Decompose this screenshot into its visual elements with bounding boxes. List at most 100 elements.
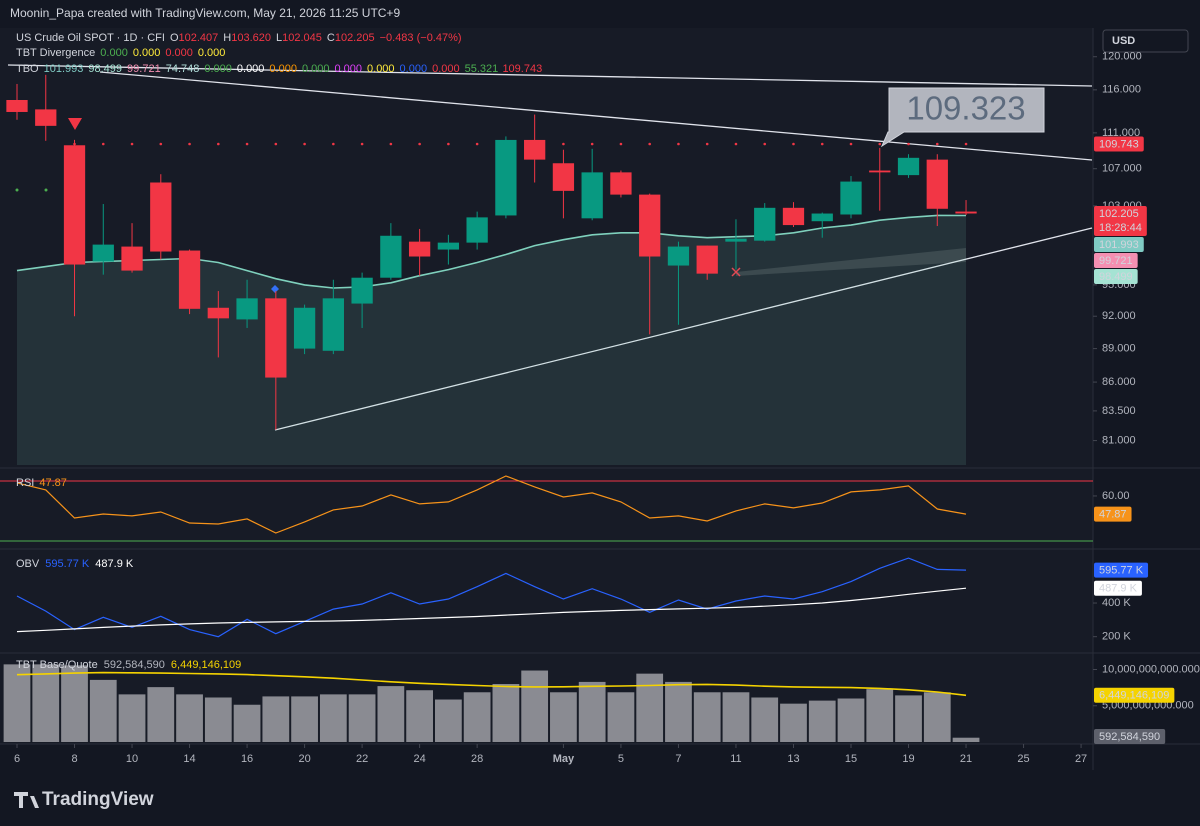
- signal-dot: [447, 142, 450, 146]
- price-tag-label: 109.743: [1099, 138, 1139, 150]
- signal-dot: [907, 142, 910, 146]
- y-tick-label: 83.500: [1102, 405, 1136, 417]
- signal-dot: [648, 142, 651, 146]
- y-tick-label: 60.00: [1102, 490, 1130, 502]
- signal-dot: [562, 142, 565, 146]
- signal-dot: [935, 142, 939, 146]
- legend-item: 0.000: [269, 63, 297, 75]
- legend-item: H: [223, 32, 231, 44]
- price-tag: [1094, 562, 1149, 578]
- candle-body: [466, 217, 488, 243]
- x-tick-label: 24: [413, 753, 425, 765]
- price-tag-label: 101.993: [1099, 239, 1139, 251]
- bar: [895, 695, 922, 742]
- currency[interactable]: USD: [1112, 35, 1135, 47]
- signal-dot: [677, 142, 680, 146]
- signal-triangle: [68, 118, 82, 130]
- signal-dot: [101, 142, 105, 146]
- price-tag: [1094, 252, 1138, 268]
- legend-item: 0.000: [133, 47, 161, 59]
- bar: [32, 664, 60, 742]
- bar: [3, 664, 31, 742]
- legend-item: C: [327, 32, 335, 44]
- signal-dot: [360, 142, 364, 146]
- signal-dot: [964, 142, 968, 146]
- x-tick-label: 14: [183, 753, 195, 765]
- y-tick-label: 200 K: [1102, 631, 1131, 643]
- trend-line: [7, 64, 1093, 87]
- candle-body: [207, 307, 229, 319]
- bar: [147, 687, 175, 742]
- series-line: [16, 475, 967, 534]
- signal-dot: [44, 188, 48, 192]
- signal-dot: [849, 142, 853, 146]
- x-tick-label: 21: [960, 753, 972, 765]
- bar: [693, 692, 721, 742]
- x-tick-label: 7: [675, 753, 681, 765]
- candle-body: [696, 245, 718, 274]
- callout-text: 109.323: [906, 90, 1025, 127]
- legend-item: TBO: [16, 63, 39, 75]
- legend-item: 55.321: [465, 63, 499, 75]
- legend-item: 47.87: [39, 477, 67, 489]
- x-tick-label: 20: [298, 753, 310, 765]
- legend: TBO 101.993 98.499 99.721 74.748 0.000 0.000 0.…: [16, 63, 542, 75]
- candle-body: [322, 298, 344, 351]
- bar: [204, 697, 232, 742]
- price-tag: [1094, 687, 1175, 703]
- price-tag: [1094, 506, 1132, 522]
- candle-body: [524, 139, 546, 160]
- bar: [636, 673, 664, 742]
- bar: [348, 694, 376, 742]
- legend-item: 102.045: [282, 32, 322, 44]
- legend-item: 0.000: [198, 47, 226, 59]
- y-tick-label: 116.000: [1102, 84, 1141, 96]
- bar: [665, 681, 692, 742]
- signal-dot: [188, 142, 191, 146]
- legend-item: 592,584,590: [104, 659, 165, 671]
- signal-dot: [274, 142, 278, 146]
- legend-item: 0.000: [165, 47, 193, 59]
- series-line: [16, 671, 967, 697]
- trend-line: [274, 227, 1093, 431]
- series-line: [16, 587, 967, 633]
- signal-dot: [389, 142, 393, 146]
- bar: [866, 689, 894, 742]
- legend-item: 6,449,146,109: [171, 659, 241, 671]
- legend-item: RSI: [16, 477, 34, 489]
- candle-body: [437, 242, 460, 250]
- candle-body: [178, 250, 201, 309]
- price-tag: [1094, 205, 1147, 236]
- tbo-area: [17, 215, 967, 465]
- legend-item: 98.499: [88, 63, 122, 75]
- signal-dot: [763, 142, 767, 146]
- currency-button[interactable]: [1102, 29, 1189, 53]
- bar: [578, 681, 606, 742]
- x-tick-label: 27: [1075, 753, 1087, 765]
- legend-item: 0.000: [432, 63, 460, 75]
- candle-body: [6, 99, 28, 112]
- legend: RSI 47.87: [16, 477, 67, 489]
- x-tick-label: 10: [126, 753, 138, 765]
- signal-dot: [303, 142, 306, 146]
- y-tick-label: 10,000,000,000.000: [1102, 663, 1200, 675]
- legend-item: L: [276, 32, 282, 44]
- legend-item: TBT Base/Quote: [16, 659, 98, 671]
- candle-body: [811, 213, 833, 222]
- legend-item: 487.9 K: [95, 558, 134, 570]
- legend-item: TBT Divergence: [16, 47, 95, 59]
- y-tick-label: 400 K: [1102, 597, 1131, 609]
- x-tick-label: 8: [71, 753, 77, 765]
- signal-dot: [619, 142, 623, 146]
- candle-body: [121, 246, 143, 271]
- candle-body: [35, 109, 57, 126]
- decor: [0, 28, 1200, 808]
- legend-item: 102.205: [335, 32, 375, 44]
- candle-body: [610, 172, 632, 195]
- price-tag-label: 98.499: [1099, 271, 1133, 283]
- y-tick-label: 81.000: [1102, 434, 1136, 446]
- x-tick-label: 13: [787, 753, 799, 765]
- candle-body: [926, 159, 948, 209]
- legend-item: 595.77 K: [45, 558, 90, 570]
